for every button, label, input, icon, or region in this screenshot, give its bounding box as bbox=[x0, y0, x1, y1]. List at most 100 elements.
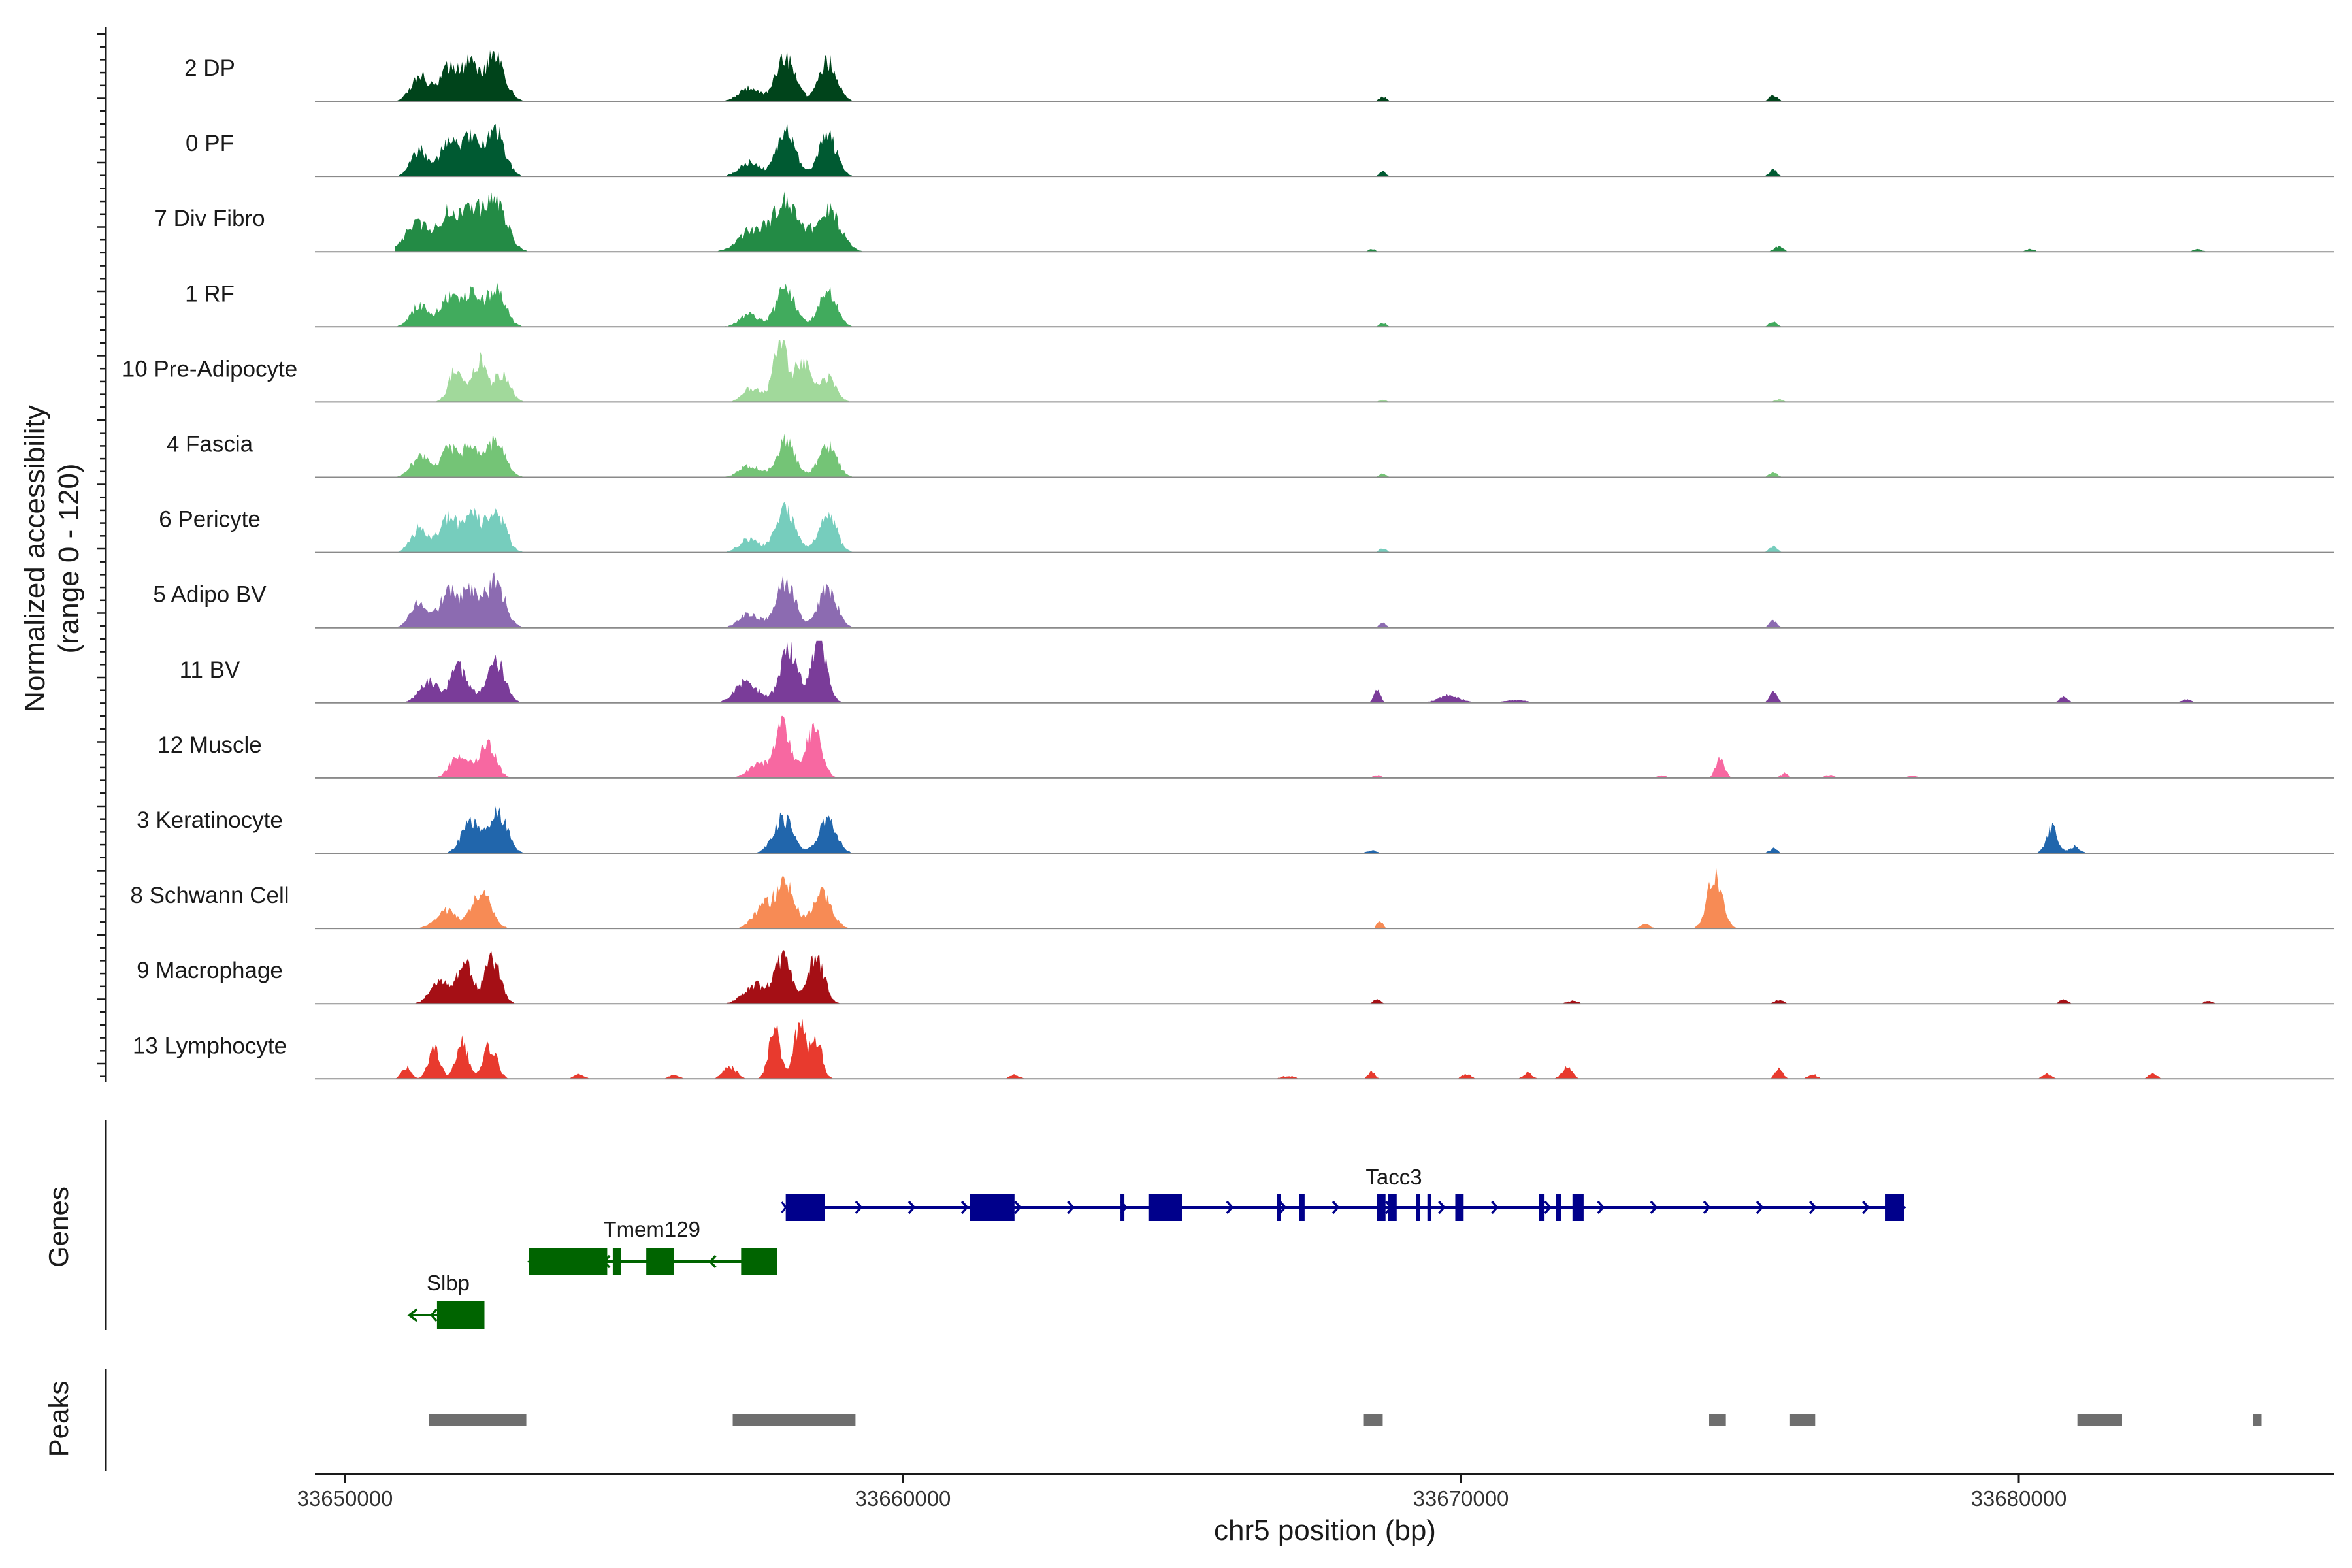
track-6: 4 Fascia bbox=[167, 432, 2334, 478]
track-2: 0 PF bbox=[186, 122, 2334, 178]
exon bbox=[1388, 1194, 1397, 1221]
track-label: 12 Muscle bbox=[157, 732, 262, 758]
peak-block bbox=[1709, 1414, 1726, 1426]
gene-slbp: Slbp bbox=[407, 1271, 485, 1329]
coverage-area bbox=[395, 122, 2287, 177]
coverage-area bbox=[395, 866, 2287, 929]
strand-arrow bbox=[1491, 1200, 1499, 1215]
coverage-area bbox=[395, 433, 2287, 478]
strand-arrow bbox=[1808, 1200, 1817, 1215]
exon bbox=[1885, 1194, 1904, 1221]
peak-block bbox=[429, 1414, 527, 1426]
gene-label: Tmem129 bbox=[603, 1217, 700, 1241]
track-12: 8 Schwann Cell bbox=[130, 866, 2334, 930]
strand-arrow bbox=[1862, 1200, 1870, 1215]
coverage-area bbox=[395, 806, 2287, 853]
strand-arrow bbox=[1279, 1200, 1287, 1215]
track-label: 2 DP bbox=[184, 56, 235, 81]
track-label: 6 Pericyte bbox=[159, 507, 261, 532]
track-5: 10 Pre-Adipocyte bbox=[122, 340, 2334, 403]
gene-label: Tacc3 bbox=[1365, 1165, 1422, 1189]
x-tick-label: 33660000 bbox=[855, 1486, 951, 1511]
strand-arrow bbox=[1226, 1200, 1234, 1215]
x-tick-label: 33650000 bbox=[297, 1486, 393, 1511]
coverage-area bbox=[395, 715, 2287, 778]
strand-arrow bbox=[1650, 1200, 1658, 1215]
exon bbox=[1277, 1194, 1281, 1221]
coverage-area bbox=[395, 340, 2287, 402]
strand-arrow bbox=[1438, 1200, 1446, 1215]
strand-arrow bbox=[855, 1200, 863, 1215]
peak-block bbox=[1789, 1414, 1816, 1426]
track-11: 3 Keratinocyte bbox=[137, 806, 2334, 854]
exon bbox=[1299, 1194, 1305, 1221]
strand-arrow bbox=[1067, 1200, 1075, 1215]
track-label: 8 Schwann Cell bbox=[130, 883, 289, 908]
strand-arrow bbox=[1014, 1200, 1022, 1215]
exon bbox=[785, 1194, 825, 1221]
strand-arrow bbox=[1544, 1200, 1552, 1215]
track-14: 13 Lymphocyte bbox=[133, 1019, 2334, 1080]
exon bbox=[1556, 1194, 1561, 1221]
y-axis-title-line2: (range 0 - 120) bbox=[53, 463, 85, 653]
x-axis-title: chr5 position (bp) bbox=[1214, 1514, 1436, 1546]
track-label: 1 RF bbox=[185, 281, 235, 306]
x-axis: chr5 position (bp) 33650000 33660000 33670… bbox=[297, 1473, 2334, 1546]
track-10: 12 Muscle bbox=[157, 715, 2334, 779]
genes-panel: Genes Tacc3 Tmem129 Slbp bbox=[43, 1165, 1906, 1329]
exon bbox=[1377, 1194, 1386, 1221]
track-label: 3 Keratinocyte bbox=[137, 808, 283, 833]
x-tick-label: 33670000 bbox=[1413, 1486, 1509, 1511]
exon bbox=[1539, 1194, 1545, 1221]
exon bbox=[1148, 1194, 1182, 1221]
track-label: 4 Fascia bbox=[167, 432, 253, 457]
exon bbox=[1416, 1194, 1420, 1221]
track-label: 13 Lymphocyte bbox=[133, 1033, 287, 1058]
strand-arrow bbox=[1597, 1200, 1605, 1215]
track-label: 0 PF bbox=[186, 131, 234, 156]
track-label: 11 BV bbox=[180, 657, 240, 683]
track-7: 6 Pericyte bbox=[159, 502, 2334, 553]
exon bbox=[1455, 1194, 1464, 1221]
exon bbox=[529, 1248, 608, 1275]
peaks-panel: Peaks bbox=[43, 1381, 2262, 1458]
y-axis-title: Normalized accessibility (range 0 - 120) bbox=[19, 405, 85, 711]
track-13: 9 Macrophage bbox=[137, 949, 2334, 1005]
strand-arrow bbox=[709, 1254, 717, 1269]
strand-arrow bbox=[1756, 1200, 1764, 1215]
exon bbox=[612, 1248, 621, 1275]
y-axis-title-line1: Normalized accessibility bbox=[19, 405, 51, 711]
strand-arrow bbox=[430, 1308, 438, 1322]
gene-label: Slbp bbox=[427, 1271, 470, 1295]
gene-tacc3: Tacc3 bbox=[781, 1165, 1906, 1221]
coverage-area bbox=[395, 50, 2287, 101]
coverage-tracks: 2 DP 0 PF 7 Div Fibro 1 RF 10 Pre-Adipocyte 4… bbox=[122, 50, 2334, 1080]
track-label: 9 Macrophage bbox=[137, 958, 283, 983]
exon bbox=[741, 1248, 777, 1275]
coverage-area bbox=[395, 502, 2287, 553]
exon bbox=[436, 1301, 485, 1329]
genes-panel-title: Genes bbox=[43, 1186, 74, 1267]
exon bbox=[970, 1194, 1015, 1221]
strand-arrow bbox=[907, 1200, 916, 1215]
track-1: 2 DP bbox=[184, 50, 2334, 102]
peaks-panel-title: Peaks bbox=[43, 1381, 74, 1458]
peak-block bbox=[732, 1414, 856, 1426]
track-4: 1 RF bbox=[185, 281, 2334, 328]
strand-arrow bbox=[407, 1308, 418, 1322]
strand-arrow bbox=[960, 1200, 969, 1215]
coverage-area bbox=[395, 1019, 2287, 1079]
coverage-area bbox=[395, 572, 2287, 628]
gene-tmem129: Tmem129 bbox=[527, 1217, 777, 1275]
x-tick-label: 33680000 bbox=[1971, 1486, 2067, 1511]
strand-arrow bbox=[1703, 1200, 1711, 1215]
track-label: 7 Div Fibro bbox=[154, 206, 265, 231]
strand-arrow bbox=[1331, 1200, 1340, 1215]
coverage-area bbox=[395, 191, 2287, 252]
peak-block bbox=[2077, 1414, 2122, 1426]
exon bbox=[1427, 1194, 1431, 1221]
left-axis-lines bbox=[97, 27, 107, 1471]
peak-block bbox=[1363, 1414, 1383, 1426]
coverage-area bbox=[395, 949, 2287, 1004]
